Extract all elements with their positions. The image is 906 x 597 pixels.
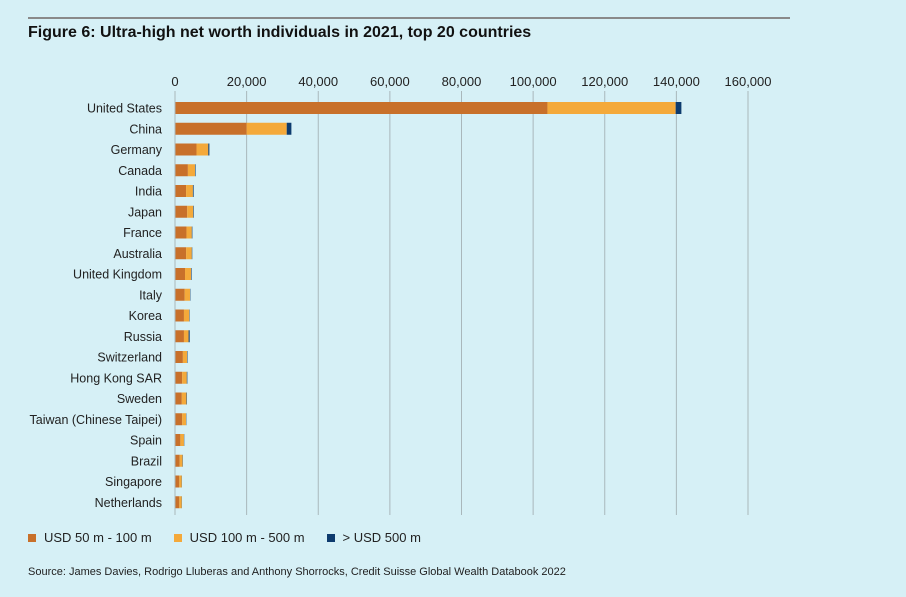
legend-swatch-usd-50-100m xyxy=(28,533,36,542)
bar-netherlands-series-1 xyxy=(179,496,182,509)
x-tick-label-80-000: 80,000 xyxy=(442,74,482,89)
x-tick-label-120-000: 120,000 xyxy=(581,74,628,89)
x-tick-label-0: 0 xyxy=(171,74,178,89)
category-label-hong-kong-sar: Hong Kong SAR xyxy=(70,371,162,385)
x-tick-label-160-000: 160,000 xyxy=(725,74,772,89)
bar-united-kingdom-series-1 xyxy=(185,268,192,280)
bar-italy-series-1 xyxy=(184,288,191,301)
bar-japan-series-1 xyxy=(187,205,194,218)
bar-australia-series-0 xyxy=(175,247,187,260)
bar-france-series-0 xyxy=(175,226,187,239)
bar-canada-series-2 xyxy=(195,164,196,177)
bar-hong-kong-sar-series-0 xyxy=(175,371,183,384)
category-label-russia: Russia xyxy=(124,330,162,344)
x-tick-label-20-000: 20,000 xyxy=(227,74,267,89)
bar-united-kingdom-series-0 xyxy=(175,268,186,280)
category-label-japan: Japan xyxy=(128,205,162,219)
legend-label-usd-100-500m: USD 100 m - 500 m xyxy=(189,530,305,545)
bar-spain-series-0 xyxy=(175,434,181,446)
bar-taiwan-chinese-taipei-series-1 xyxy=(182,413,187,426)
bar-india-series-2 xyxy=(192,185,194,197)
bar-canada-series-0 xyxy=(175,164,188,177)
legend-label-over-usd-500m: > USD 500 m xyxy=(342,530,421,545)
category-label-netherlands: Netherlands xyxy=(95,496,162,510)
bar-germany-series-0 xyxy=(175,143,197,156)
category-label-china: China xyxy=(129,122,162,136)
category-label-france: France xyxy=(123,226,162,240)
bar-switzerland-series-1 xyxy=(182,351,188,363)
bar-germany-series-1 xyxy=(196,143,209,156)
bar-sweden-series-1 xyxy=(181,392,187,405)
bar-united-kingdom-series-2 xyxy=(191,268,192,280)
bar-russia-series-1 xyxy=(183,330,189,343)
source-note: Source: James Davies, Rodrigo Lluberas a… xyxy=(28,566,566,578)
bar-united-states-series-0 xyxy=(175,102,548,114)
bar-singapore-series-1 xyxy=(179,475,182,488)
category-label-canada: Canada xyxy=(118,164,162,178)
bar-korea-series-1 xyxy=(183,309,190,322)
legend-label-usd-50-100m: USD 50 m - 100 m xyxy=(44,530,152,545)
bar-russia-series-2 xyxy=(188,330,190,343)
figure-title: Figure 6: Ultra-high net worth individua… xyxy=(28,24,532,41)
bar-italy-series-0 xyxy=(175,288,185,301)
category-label-united-states: United States xyxy=(87,102,162,116)
bar-russia-series-0 xyxy=(175,330,184,343)
category-label-australia: Australia xyxy=(113,247,162,261)
bar-switzerland-series-0 xyxy=(175,351,183,363)
bar-hong-kong-sar-series-2 xyxy=(186,371,188,384)
legend-item-usd-100-500m: USD 100 m - 500 m xyxy=(173,530,305,545)
category-label-germany: Germany xyxy=(111,143,163,157)
category-label-singapore: Singapore xyxy=(105,475,162,489)
bar-singapore-series-0 xyxy=(175,475,180,488)
bar-hong-kong-sar-series-1 xyxy=(182,371,187,384)
legend-item-usd-50-100m: USD 50 m - 100 m xyxy=(28,530,152,545)
category-label-india: India xyxy=(135,185,162,199)
legend-item-over-usd-500m: > USD 500 m xyxy=(326,530,421,545)
category-label-italy: Italy xyxy=(139,288,163,302)
bar-netherlands-series-0 xyxy=(175,496,180,509)
bar-india-series-0 xyxy=(175,185,187,197)
top-rule xyxy=(28,17,790,19)
bar-united-states-series-1 xyxy=(547,102,676,114)
bar-france-series-2 xyxy=(191,226,193,239)
x-tick-label-100-000: 100,000 xyxy=(510,74,557,89)
bar-korea-series-0 xyxy=(175,309,184,322)
bar-germany-series-2 xyxy=(208,143,210,156)
x-tick-label-60-000: 60,000 xyxy=(370,74,410,89)
bar-japan-series-2 xyxy=(193,205,194,218)
legend-swatch-usd-100-500m xyxy=(173,533,182,542)
legend-swatch-over-usd-500m xyxy=(326,533,335,542)
category-label-switzerland: Switzerland xyxy=(97,351,162,365)
bar-sweden-series-0 xyxy=(175,392,182,405)
bar-japan-series-0 xyxy=(175,205,188,218)
bar-china-series-1 xyxy=(246,122,287,135)
bar-brazil-series-0 xyxy=(175,454,180,467)
bar-taiwan-chinese-taipei-series-0 xyxy=(175,413,183,426)
bar-united-states-series-2 xyxy=(675,102,682,114)
category-label-sweden: Sweden xyxy=(117,392,162,406)
category-label-korea: Korea xyxy=(129,309,162,323)
bar-france-series-1 xyxy=(186,226,192,239)
bar-india-series-1 xyxy=(186,185,193,197)
category-label-united-kingdom: United Kingdom xyxy=(73,268,162,282)
legend: USD 50 m - 100 m USD 100 m - 500 m > USD… xyxy=(28,530,443,545)
x-tick-label-40-000: 40,000 xyxy=(298,74,338,89)
category-label-spain: Spain xyxy=(130,434,162,448)
category-label-brazil: Brazil xyxy=(131,454,162,468)
x-tick-label-140-000: 140,000 xyxy=(653,74,700,89)
bar-spain-series-1 xyxy=(180,434,184,446)
bar-china-series-2 xyxy=(286,122,292,135)
bar-canada-series-1 xyxy=(187,164,196,177)
bar-brazil-series-1 xyxy=(179,454,183,467)
category-label-taiwan-chinese-taipei: Taiwan (Chinese Taipei) xyxy=(30,413,162,427)
bar-australia-series-1 xyxy=(186,247,192,260)
bar-china-series-0 xyxy=(175,122,247,135)
